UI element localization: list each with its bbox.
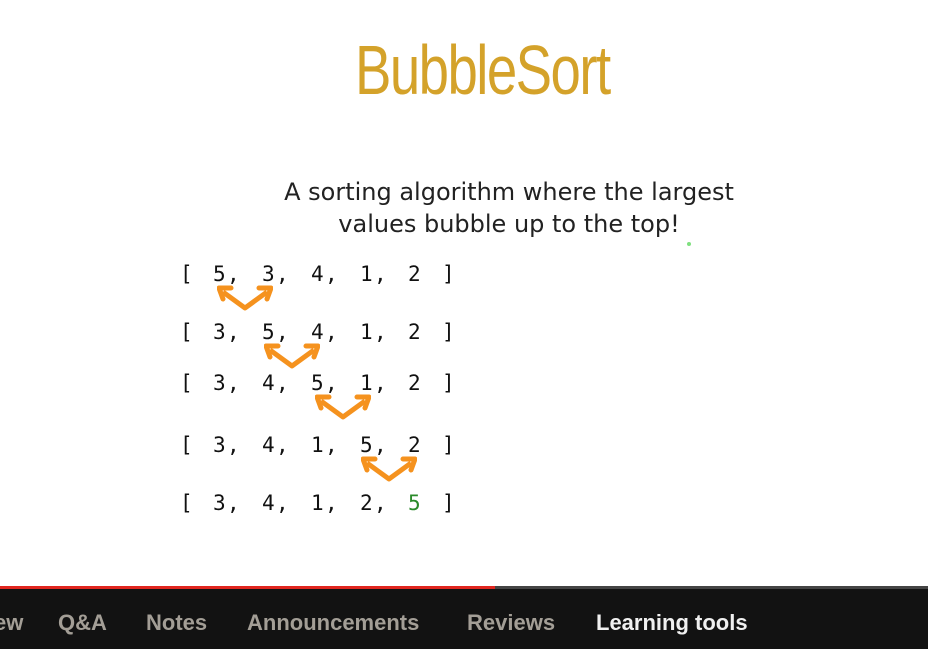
array-row-3: [ 3 , 4 , 5 , 1 , 2 ] [180, 371, 480, 401]
sorted-value: 5 [408, 491, 421, 515]
array-value: 2 [408, 371, 421, 395]
array-value: 5 [262, 320, 275, 344]
comma: , [227, 371, 240, 395]
lecture-slide: BubbleSort A sorting algorithm where the… [180, 31, 768, 521]
close-bracket: ] [442, 320, 455, 344]
comma: , [227, 262, 240, 286]
video-progress-fill [0, 586, 495, 589]
array-value: 1 [311, 491, 324, 515]
array-value: 4 [262, 371, 275, 395]
slide-title: BubbleSort [355, 31, 611, 109]
comma: , [374, 433, 387, 457]
close-bracket: ] [442, 491, 455, 515]
comma: , [325, 262, 338, 286]
comma: , [227, 433, 240, 457]
comma: , [276, 433, 289, 457]
comma: , [276, 491, 289, 515]
open-bracket: [ [180, 320, 193, 344]
array-value: 4 [262, 491, 275, 515]
swap-arrow-icon [315, 394, 371, 420]
open-bracket: [ [180, 491, 193, 515]
open-bracket: [ [180, 371, 193, 395]
comma: , [325, 491, 338, 515]
array-value: 1 [360, 262, 373, 286]
close-bracket: ] [442, 371, 455, 395]
comma: , [227, 491, 240, 515]
swap-arrow-icon [361, 456, 417, 482]
comma: , [325, 371, 338, 395]
course-tab-bar: ew Q&A Notes Announcements Reviews Learn… [0, 589, 928, 649]
array-row-5: [ 3 , 4 , 1 , 2 , 5 ] [180, 491, 480, 521]
video-progress-bar[interactable] [0, 586, 928, 589]
array-value: 5 [213, 262, 226, 286]
array-row-4: [ 3 , 4 , 1 , 5 , 2 ] [180, 433, 480, 463]
array-value: 3 [213, 371, 226, 395]
comma: , [276, 262, 289, 286]
array-value: 3 [262, 262, 275, 286]
cursor-dot [687, 242, 691, 246]
tab-qa[interactable]: Q&A [58, 610, 107, 635]
array-value: 2 [408, 320, 421, 344]
array-value: 4 [311, 262, 324, 286]
array-value: 1 [360, 371, 373, 395]
open-bracket: [ [180, 262, 193, 286]
array-value: 3 [213, 320, 226, 344]
array-value: 2 [408, 262, 421, 286]
swap-arrow-icon [217, 285, 273, 311]
comma: , [227, 320, 240, 344]
tab-notes[interactable]: Notes [146, 610, 208, 635]
comma: , [374, 371, 387, 395]
tab-reviews[interactable]: Reviews [467, 610, 556, 635]
tab-learning-tools[interactable]: Learning tools [596, 610, 748, 635]
array-value: 4 [262, 433, 275, 457]
array-value: 3 [213, 433, 226, 457]
array-value: 1 [360, 320, 373, 344]
array-value: 5 [311, 371, 324, 395]
comma: , [276, 371, 289, 395]
slide-subtitle: A sorting algorithm where the largest va… [250, 176, 768, 240]
tab-announcements[interactable]: Announcements [247, 610, 420, 635]
array-value: 5 [360, 433, 373, 457]
close-bracket: ] [442, 262, 455, 286]
comma: , [374, 491, 387, 515]
swap-arrow-icon [264, 343, 320, 369]
array-value: 3 [213, 491, 226, 515]
tab-overview[interactable]: ew [0, 610, 24, 635]
comma: , [374, 262, 387, 286]
comma: , [325, 320, 338, 344]
comma: , [325, 433, 338, 457]
close-bracket: ] [442, 433, 455, 457]
array-row-1: [ 5 , 3 , 4 , 1 , 2 ] [180, 262, 480, 292]
array-row-2: [ 3 , 5 , 4 , 1 , 2 ] [180, 320, 480, 350]
open-bracket: [ [180, 433, 193, 457]
comma: , [374, 320, 387, 344]
array-value: 4 [311, 320, 324, 344]
subtitle-line-1: A sorting algorithm where the largest [284, 178, 734, 206]
array-value: 2 [408, 433, 421, 457]
subtitle-line-2: values bubble up to the top! [338, 210, 680, 238]
array-value: 1 [311, 433, 324, 457]
array-value: 2 [360, 491, 373, 515]
comma: , [276, 320, 289, 344]
